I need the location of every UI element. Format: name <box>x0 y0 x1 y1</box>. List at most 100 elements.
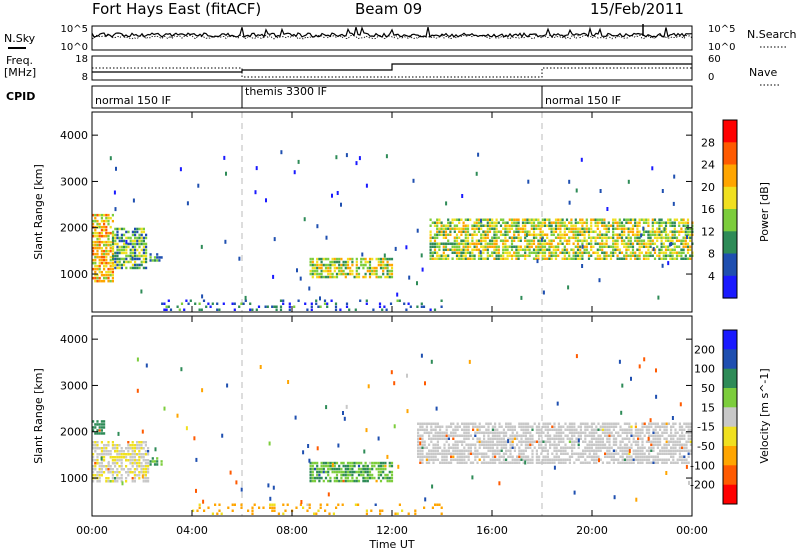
echo-cell <box>335 476 339 480</box>
echo-cell <box>443 446 446 449</box>
echo-cell <box>538 446 541 449</box>
echo-cell <box>423 455 426 458</box>
echo-cell <box>520 455 523 458</box>
echo-cell <box>623 230 626 233</box>
echo-cell <box>518 446 521 449</box>
echo-cell <box>535 425 538 428</box>
echo-cell <box>452 443 455 446</box>
echo-cell <box>595 452 598 455</box>
echo-cell <box>484 218 487 221</box>
echo-cell <box>149 460 152 463</box>
echo-cell <box>315 302 318 305</box>
echo-cell <box>621 437 624 440</box>
echo-cell <box>136 230 139 234</box>
echo-cell <box>615 440 618 443</box>
echo-cell <box>603 233 606 236</box>
echo-cell <box>563 245 566 248</box>
echo-cell <box>539 245 542 248</box>
echo-cell <box>502 242 505 245</box>
echo-cell <box>447 239 450 242</box>
echo-cell <box>105 264 108 268</box>
echo-cell <box>384 275 387 279</box>
echo-cell <box>464 242 467 245</box>
echo-cell <box>122 453 125 456</box>
colorbar-swatch <box>723 484 737 505</box>
echo-cell <box>541 257 544 260</box>
echo-cell <box>683 443 686 446</box>
echo-cell <box>487 428 490 431</box>
echo-cell <box>477 221 481 224</box>
echo-cell <box>579 233 582 236</box>
scatter-cell <box>599 189 602 193</box>
echo-cell <box>656 461 659 464</box>
echo-cell <box>573 434 576 437</box>
echo-cell <box>116 471 119 474</box>
echo-cell <box>120 236 123 240</box>
echo-cell <box>553 458 556 461</box>
echo-cell <box>681 458 684 461</box>
echo-cell <box>664 248 668 251</box>
echo-cell <box>530 245 533 248</box>
echo-cell <box>687 428 690 431</box>
echo-cell <box>561 251 564 254</box>
echo-cell <box>340 263 343 267</box>
echo-cell <box>518 452 521 455</box>
echo-cell <box>105 450 108 453</box>
echo-cell <box>674 452 677 455</box>
colorbar-swatch <box>723 186 737 210</box>
echo-cell <box>575 458 578 461</box>
echo-cell <box>532 248 536 251</box>
echo-cell <box>96 231 99 235</box>
echo-cell <box>334 308 338 311</box>
echo-cell <box>493 224 496 227</box>
echo-cell <box>94 243 97 247</box>
echo-cell <box>107 216 110 220</box>
echo-cell <box>628 461 631 464</box>
echo-cell <box>681 428 684 431</box>
echo-cell <box>145 260 148 264</box>
echo-cell <box>428 461 431 464</box>
echo-cell <box>593 434 596 437</box>
echo-cell <box>661 446 664 449</box>
echo-cell <box>496 431 499 434</box>
echo-cell <box>429 251 432 254</box>
echo-cell <box>118 263 121 267</box>
echo-cell <box>145 254 148 258</box>
echo-cell <box>617 431 620 434</box>
echo-cell <box>563 251 566 254</box>
echo-cell <box>623 218 626 221</box>
scatter-cell <box>568 200 571 205</box>
echo-cell <box>590 254 593 257</box>
echo-cell <box>134 257 137 261</box>
echo-cell <box>670 452 673 455</box>
echo-cell <box>573 428 576 431</box>
echo-cell <box>430 452 433 455</box>
echo-cell <box>316 470 319 474</box>
echo-cell <box>100 273 103 277</box>
echo-cell <box>451 218 454 221</box>
echo-cell <box>429 248 432 251</box>
echo-cell <box>579 239 582 242</box>
echo-cell <box>100 462 103 465</box>
echo-cell <box>429 236 432 239</box>
scatter-cell <box>100 456 103 461</box>
echo-cell <box>142 471 145 474</box>
scatter-cell <box>303 217 306 222</box>
echo-cell <box>475 218 478 221</box>
echo-cell <box>681 443 684 446</box>
echo-cell <box>614 233 617 236</box>
echo-cell <box>538 437 541 440</box>
echo-cell <box>670 461 673 464</box>
echo-cell <box>379 479 383 483</box>
echo-cell <box>522 449 525 452</box>
echo-cell <box>480 227 483 230</box>
echo-cell <box>521 218 525 221</box>
echo-cell <box>136 459 139 462</box>
echo-cell <box>344 479 347 483</box>
echo-cell <box>607 227 610 230</box>
echo-cell <box>439 461 442 464</box>
echo-cell <box>114 236 117 240</box>
echo-cell <box>438 248 441 251</box>
echo-cell <box>598 218 602 221</box>
echo-cell <box>554 221 558 224</box>
